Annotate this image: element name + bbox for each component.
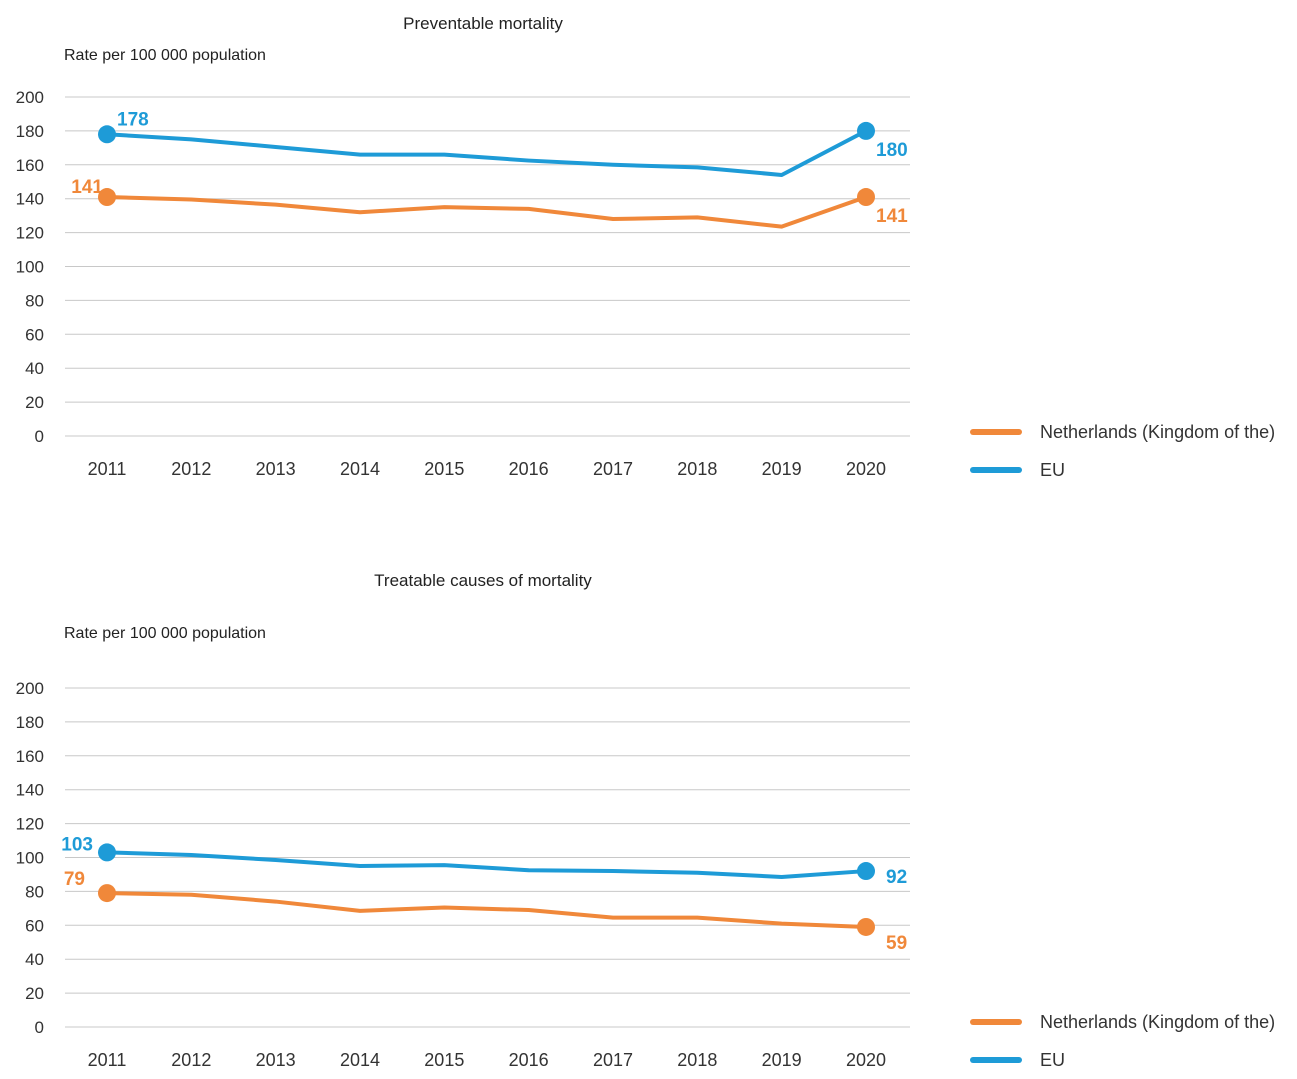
y-tick-label: 120 — [16, 224, 44, 243]
y-axis-label: Rate per 100 000 population — [64, 47, 266, 64]
series-line-eu — [105, 850, 868, 879]
y-tick-label: 200 — [16, 88, 44, 107]
legend-swatch-eu — [970, 1057, 1022, 1063]
legend-label-eu: EU — [1040, 459, 1066, 480]
data-label: 141 — [876, 206, 908, 227]
data-label: 92 — [886, 867, 907, 888]
series-line-netherlands — [105, 891, 868, 929]
y-tick-label: 0 — [35, 1018, 44, 1037]
y-tick-label: 160 — [16, 747, 44, 766]
legend-item-netherlands: Netherlands (Kingdom of the) — [970, 1003, 1275, 1041]
x-tick-label: 2018 — [677, 1050, 717, 1070]
chart-title: Treatable causes of mortality — [374, 571, 592, 590]
x-tick-label: 2014 — [340, 459, 380, 479]
x-tick-label: 2016 — [509, 1050, 549, 1070]
legend-label-eu: EU — [1040, 1049, 1066, 1070]
legend-label-netherlands: Netherlands (Kingdom of the) — [1040, 421, 1276, 442]
data-point-marker — [857, 862, 875, 881]
series-line-eu — [105, 128, 868, 177]
legend-swatch-eu — [970, 467, 1022, 473]
chart-title: Preventable mortality — [403, 14, 563, 33]
chart-plot: 0 20 40 60 80 100 120 140 160 180 200 2011 2012 2013 2… — [16, 88, 910, 479]
chart-plot: 0 20 40 60 80 100 120 140 160 180 200 2011 2012 2013 2… — [16, 679, 910, 1070]
x-tick-label: 2020 — [846, 459, 886, 479]
y-tick-label: 100 — [16, 258, 44, 277]
legend: Netherlands (Kingdom of the) EU — [970, 413, 1275, 489]
x-tick-label: 2013 — [256, 1050, 296, 1070]
data-label: 103 — [61, 834, 93, 855]
legend-item-eu: EU — [970, 1041, 1275, 1079]
data-point-marker — [98, 188, 116, 207]
y-tick-label: 120 — [16, 815, 44, 834]
legend-label-netherlands: Netherlands (Kingdom of the) — [1040, 1011, 1276, 1032]
x-tick-label: 2018 — [677, 459, 717, 479]
y-tick-label: 40 — [25, 950, 44, 969]
y-tick-label: 100 — [16, 849, 44, 868]
y-tick-label: 20 — [25, 393, 44, 412]
x-tick-label: 2017 — [593, 1050, 633, 1070]
y-tick-label: 0 — [35, 427, 44, 446]
x-tick-label: 2011 — [88, 1050, 127, 1070]
x-tick-label: 2016 — [509, 459, 549, 479]
x-tick-label: 2017 — [593, 459, 633, 479]
legend-swatch-netherlands — [970, 1019, 1022, 1025]
x-tick-label: 2015 — [424, 1050, 464, 1070]
x-tick-label: 2013 — [256, 459, 296, 479]
y-tick-label: 60 — [25, 916, 44, 935]
chart-panel-preventable: Preventable mortality Rate per 100 000 p… — [0, 0, 1297, 520]
x-tick-label: 2011 — [88, 459, 127, 479]
data-label: 141 — [71, 177, 103, 198]
y-tick-label: 40 — [25, 359, 44, 378]
y-axis-label: Rate per 100 000 population — [64, 625, 266, 642]
series-line-netherlands — [105, 195, 868, 229]
x-tick-label: 2020 — [846, 1050, 886, 1070]
x-tick-label: 2012 — [171, 1050, 211, 1070]
data-point-marker — [98, 125, 116, 144]
data-point-marker — [98, 884, 116, 903]
x-tick-label: 2015 — [424, 459, 464, 479]
y-tick-label: 20 — [25, 984, 44, 1003]
data-label: 79 — [64, 869, 85, 890]
y-tick-label: 80 — [25, 882, 44, 901]
y-tick-label: 140 — [16, 190, 44, 209]
y-tick-label: 160 — [16, 156, 44, 175]
data-point-marker — [857, 917, 875, 936]
data-point-marker — [857, 121, 875, 140]
y-tick-label: 180 — [16, 122, 44, 141]
y-tick-label: 140 — [16, 781, 44, 800]
x-tick-label: 2019 — [762, 1050, 802, 1070]
x-tick-label: 2012 — [171, 459, 211, 479]
data-point-marker — [857, 188, 875, 207]
legend-item-eu: EU — [970, 451, 1275, 489]
data-label: 178 — [117, 109, 149, 130]
data-label: 59 — [886, 933, 907, 954]
y-tick-label: 180 — [16, 713, 44, 732]
x-tick-label: 2014 — [340, 1050, 380, 1070]
data-point-marker — [98, 843, 116, 862]
legend-swatch-netherlands — [970, 429, 1022, 435]
y-tick-label: 200 — [16, 679, 44, 698]
x-tick-label: 2019 — [762, 459, 802, 479]
legend-item-netherlands: Netherlands (Kingdom of the) — [970, 413, 1275, 451]
y-tick-label: 80 — [25, 291, 44, 310]
y-tick-label: 60 — [25, 325, 44, 344]
legend: Netherlands (Kingdom of the) EU — [970, 1003, 1275, 1079]
data-label: 180 — [876, 140, 908, 161]
